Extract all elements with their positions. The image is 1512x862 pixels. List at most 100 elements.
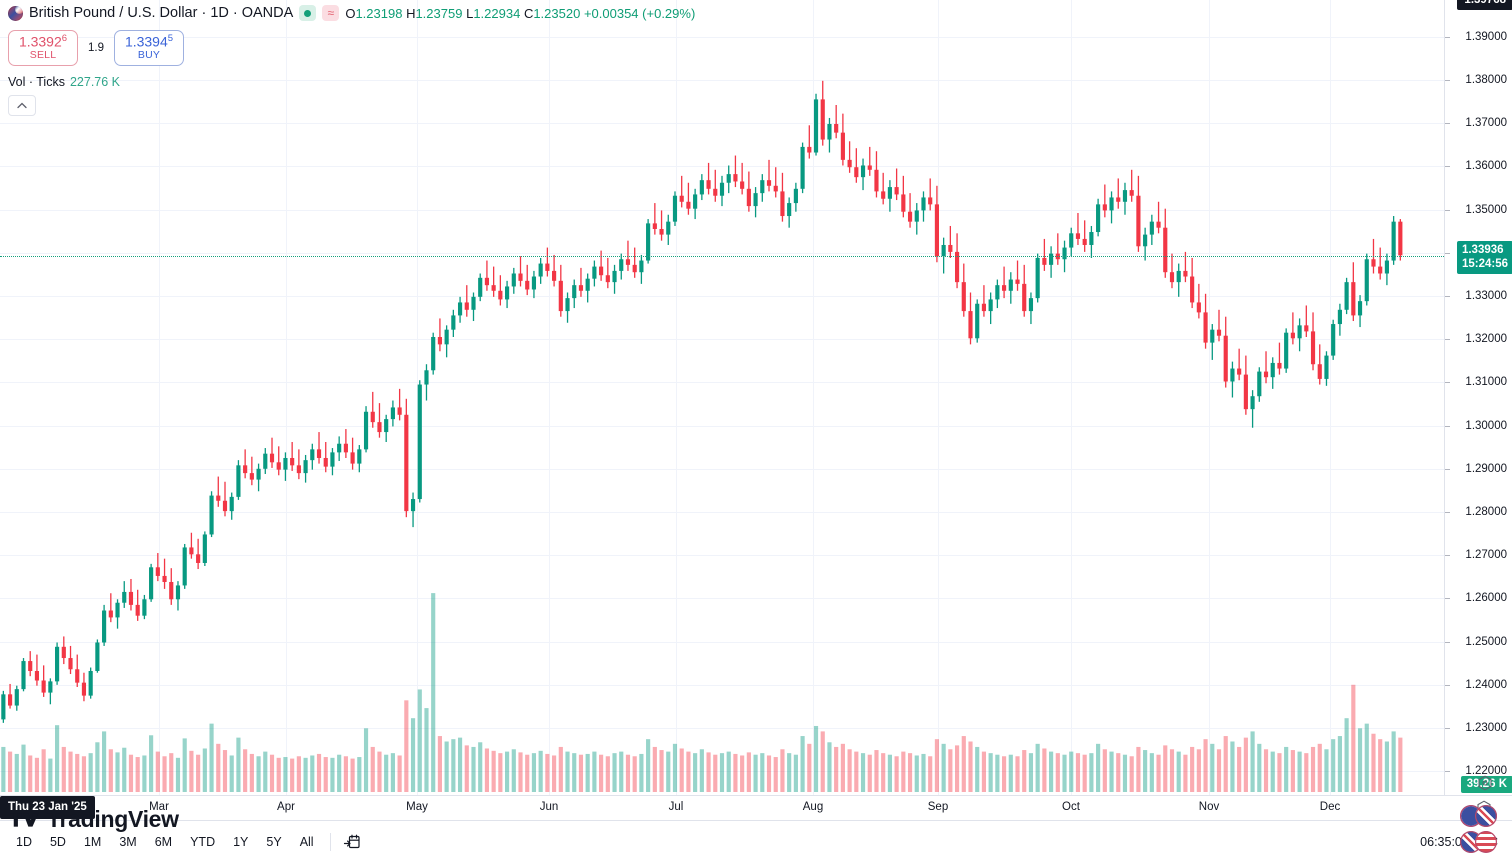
candle-body: [498, 290, 503, 300]
volume-bar: [948, 749, 953, 792]
candle-body: [894, 187, 899, 195]
price-scale[interactable]: 1.39768 1.39000 1.38000 1.37000 1.36000 1.35…: [1444, 0, 1512, 795]
volume-bar: [1284, 746, 1289, 792]
chart-canvas[interactable]: [0, 0, 1444, 795]
candle-body: [397, 407, 402, 415]
volume-bar: [1176, 751, 1181, 792]
volume-bar: [766, 755, 772, 792]
candle-body: [766, 180, 772, 186]
volume-bar: [840, 743, 845, 792]
volume-bar: [263, 751, 268, 792]
volume-bar: [1082, 754, 1087, 792]
goto-date-button[interactable]: [339, 831, 365, 853]
collapse-legend-button[interactable]: [8, 95, 36, 117]
candle-body: [666, 221, 671, 235]
volume-bar: [182, 738, 187, 792]
candle-body: [518, 273, 523, 281]
range-button-5d[interactable]: 5D: [42, 831, 74, 853]
candle-body: [1156, 221, 1161, 228]
range-button-3m[interactable]: 3M: [111, 831, 144, 853]
price-tick-mark: [1445, 339, 1450, 341]
volume-bar: [921, 753, 926, 792]
volume-bar: [290, 758, 295, 792]
candle-body: [1263, 371, 1269, 378]
price-tick-mark: [1445, 728, 1450, 730]
price-tick-label: 1.36000: [1465, 160, 1507, 173]
buy-button[interactable]: 1.33945 BUY: [114, 30, 184, 67]
gbp-usd-chip[interactable]: [1460, 831, 1504, 853]
volume-bar: [34, 757, 40, 792]
candle-body: [827, 124, 832, 140]
volume-bar: [1331, 739, 1336, 792]
candle-body: [81, 682, 87, 696]
crosshair-target-icon[interactable]: [1477, 775, 1493, 791]
candle-body: [726, 174, 731, 183]
time-tick-label: Oct: [1062, 801, 1080, 813]
candle-body: [88, 671, 93, 696]
volume-bar: [834, 746, 839, 792]
volume-bar: [316, 753, 322, 792]
range-button-1y[interactable]: 1Y: [225, 831, 256, 853]
candle-body: [907, 211, 913, 222]
candle-body: [196, 554, 201, 563]
gbp-usd-flag-icon: [8, 5, 23, 21]
volume-bar: [1116, 753, 1121, 792]
high-value: 1.23759: [415, 5, 463, 21]
candle-body: [61, 646, 66, 659]
candle-body: [612, 270, 617, 283]
range-button-1m[interactable]: 1M: [76, 831, 109, 853]
range-button-all[interactable]: All: [292, 831, 322, 853]
volume-bar: [397, 755, 402, 792]
volume-bar: [1277, 753, 1282, 792]
symbol-title[interactable]: British Pound / U.S. Dollar · 1D · OANDA: [29, 5, 294, 21]
volume-bar: [498, 753, 503, 792]
volume-bar: [256, 756, 261, 792]
range-button-6m[interactable]: 6M: [147, 831, 180, 853]
candle-body: [787, 203, 792, 217]
candle-body: [646, 223, 651, 261]
line-style-icon[interactable]: ≈: [322, 5, 340, 21]
time-scale[interactable]: Thu 23 Jan '25 Mar Apr May Jun Jul Aug Sep Oct N…: [0, 795, 1512, 821]
volume-bar: [243, 749, 248, 792]
volume-bar: [975, 746, 980, 792]
candle-body: [1203, 312, 1208, 343]
candle-body: [155, 567, 160, 576]
volume-bar: [471, 746, 476, 792]
candle-body: [1331, 324, 1336, 356]
candle-body: [1237, 368, 1242, 375]
volume-bar: [390, 753, 395, 792]
gridline-vertical: [549, 0, 550, 795]
candle-body: [1102, 204, 1107, 211]
range-button-5y[interactable]: 5Y: [258, 831, 289, 853]
volume-bar: [437, 736, 442, 792]
candle-body: [243, 465, 248, 474]
eur-gbp-chip[interactable]: [1460, 805, 1504, 827]
range-button-1d[interactable]: 1D: [8, 831, 40, 853]
flag-chip-group[interactable]: [1460, 805, 1504, 853]
open-value: 1.23198: [355, 5, 403, 21]
candle-body: [471, 296, 476, 310]
volume-bar: [1028, 753, 1034, 792]
candle-body: [48, 681, 53, 693]
price-tick-label: 1.37000: [1465, 117, 1507, 130]
time-tick-label: Jun: [539, 801, 559, 813]
volume-bar: [1351, 684, 1356, 792]
volume-bar: [988, 753, 993, 792]
gridline-vertical: [1209, 0, 1210, 795]
price-tick-label: 1.33000: [1465, 289, 1507, 302]
gridline-horizontal: [0, 210, 1444, 211]
volume-legend[interactable]: Vol · Ticks 227.76 K: [8, 75, 695, 89]
candles-style-icon[interactable]: [299, 5, 317, 21]
gridline-horizontal: [0, 771, 1444, 772]
sell-button[interactable]: 1.33926 SELL: [8, 30, 78, 67]
candle-body: [887, 187, 892, 199]
volume-bar: [7, 751, 13, 792]
volume-bar: [296, 756, 301, 792]
volume-bar: [1122, 754, 1128, 792]
candle-body: [834, 124, 839, 133]
candle-body: [330, 452, 335, 467]
candle-body: [142, 599, 147, 616]
candle-body: [404, 414, 409, 512]
gridline-horizontal: [0, 166, 1444, 167]
range-button-ytd[interactable]: YTD: [182, 831, 223, 853]
